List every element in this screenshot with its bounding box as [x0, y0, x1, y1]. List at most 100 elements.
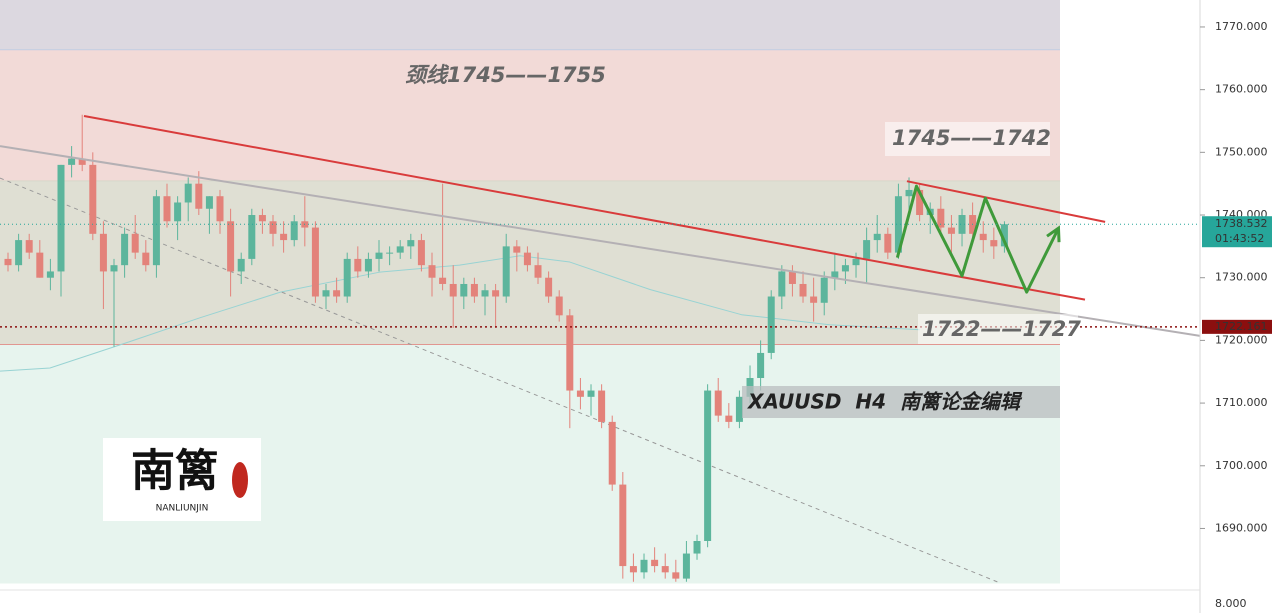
candle-body [735, 396, 743, 422]
candle-body [322, 290, 330, 297]
y-tick-label: 1750.000 [1215, 145, 1268, 158]
candle-body [619, 484, 627, 567]
candle-body [216, 196, 224, 222]
logo-seal [232, 462, 248, 498]
trend-line [0, 145, 1205, 338]
candle-body [810, 296, 818, 303]
annotation-bg [742, 386, 1060, 418]
candle-body [693, 540, 701, 554]
candle-body [884, 233, 892, 253]
candle-body [831, 271, 839, 278]
candle-body [396, 246, 404, 253]
candle-body [25, 240, 33, 253]
candle-body [820, 277, 828, 303]
candle-body [661, 566, 669, 573]
candle-body [523, 252, 531, 266]
candle-body [534, 265, 542, 278]
candle-body [725, 415, 733, 422]
y-tick-label: 1710.000 [1215, 396, 1268, 409]
candle-body [311, 227, 319, 297]
candle-body [110, 265, 118, 272]
candle-body [555, 296, 563, 316]
y-tick-label: 1730.000 [1215, 271, 1268, 284]
axis-bg [1200, 0, 1275, 613]
annotation: 颈线1745——1755 [405, 63, 606, 87]
candle-body [375, 252, 383, 259]
candle-body [1000, 224, 1008, 247]
candle-body [704, 390, 712, 541]
candle-body [174, 202, 182, 222]
candle-body [184, 183, 192, 203]
level-price-tag [1202, 319, 1272, 334]
candle-body [89, 164, 97, 234]
candle-body [566, 315, 574, 391]
candle-body [205, 196, 213, 209]
candle-body [587, 390, 595, 397]
candle-body [237, 258, 245, 272]
candle-body [4, 258, 12, 266]
candle-body [672, 572, 680, 579]
candle-body [598, 390, 606, 422]
trend-line [906, 180, 1106, 223]
candle-body [163, 196, 171, 222]
candle-body [894, 196, 902, 253]
y-tick-label: 1770.000 [1215, 20, 1268, 33]
candle-body [852, 258, 860, 266]
annotation: 1745——1742 [892, 126, 1051, 150]
candle-body [439, 277, 447, 284]
candle-body [407, 240, 415, 247]
y-tick-label: 1720.000 [1215, 333, 1268, 346]
candle-body [57, 164, 65, 272]
candle-body [778, 271, 786, 297]
candle-body [640, 559, 648, 573]
candle-body [958, 215, 966, 234]
candle-body [449, 283, 457, 297]
candle-body [248, 215, 256, 259]
candle-body [492, 290, 500, 297]
zone [0, 50, 1060, 182]
trend-line [0, 255, 920, 372]
candle-body [502, 246, 510, 297]
candle-body [417, 240, 425, 266]
candle-body [121, 233, 129, 266]
candle-body [545, 277, 553, 297]
candle-body [364, 258, 372, 272]
candle-body [343, 258, 351, 297]
candle-body [428, 265, 436, 278]
candle-body [629, 566, 637, 573]
y-tick-label: 1700.000 [1215, 459, 1268, 472]
candle-body [36, 252, 44, 278]
candle-body [714, 390, 722, 416]
annotation-bg [918, 314, 1078, 344]
y-tick-label: 1690.000 [1215, 521, 1268, 534]
candle-body [333, 290, 341, 297]
candle-body [990, 240, 998, 247]
candle-body [905, 189, 913, 197]
candle-body [682, 553, 690, 579]
annotation-bg [885, 122, 1050, 156]
candle-body [290, 221, 298, 241]
candle-body [470, 283, 478, 297]
candle-body [841, 265, 849, 272]
y-tick-label: 1760.000 [1215, 83, 1268, 96]
level-price-label: 1722.161 [1215, 320, 1268, 333]
candle-body [227, 221, 235, 272]
candle-body [651, 559, 659, 567]
candle-body [481, 290, 489, 297]
candle-body [788, 271, 796, 284]
annotation: 1722——1727 [922, 317, 1081, 341]
candle-body [354, 258, 362, 272]
candle-body [15, 240, 23, 266]
overlay: 颈线1745——1755 1745——1742 1722——1727 XAUUSD H… [103, 63, 1081, 521]
candle-body [937, 208, 945, 228]
logo-subtitle: NANLIUNJIN [156, 504, 209, 514]
candle-body [873, 233, 881, 241]
candle-body [979, 233, 987, 241]
arrow-head [1046, 225, 1061, 243]
candle-body [131, 233, 139, 253]
trend-line [83, 114, 1086, 301]
zone [0, 0, 1060, 51]
candle-body [767, 296, 775, 353]
lower-pane-tick-label: 8.000 [1215, 597, 1247, 610]
